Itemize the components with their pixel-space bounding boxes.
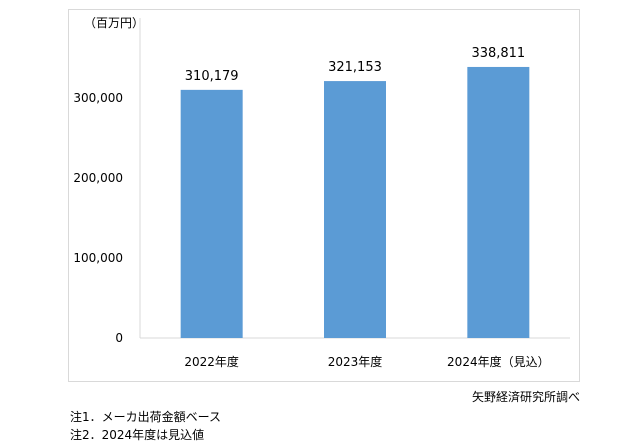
- x-tick-label: 2023年度: [328, 354, 383, 369]
- note-1: 注1．メーカ出荷金額ベース: [70, 410, 222, 424]
- bar-value-label: 310,179: [185, 69, 239, 84]
- y-axis-unit-label: （百万円）: [84, 16, 145, 30]
- source-credit: 矢野経済研究所調べ: [471, 390, 580, 404]
- bar: [180, 89, 243, 338]
- note-2: 注2．2024年度は見込値: [70, 428, 205, 442]
- chart-frame: [68, 9, 580, 382]
- bar: [324, 81, 386, 338]
- y-tick-label: 0: [115, 331, 123, 345]
- bar: [467, 66, 530, 338]
- x-tick-label: 2022年度: [184, 354, 239, 369]
- y-tick-label: 100,000: [73, 251, 123, 265]
- bar-value-label: 338,811: [471, 46, 525, 61]
- y-tick-label: 200,000: [73, 171, 123, 185]
- bar-value-label: 321,153: [328, 60, 382, 75]
- x-tick-label: 2024年度（見込）: [447, 354, 550, 369]
- y-tick-label: 300,000: [73, 91, 123, 105]
